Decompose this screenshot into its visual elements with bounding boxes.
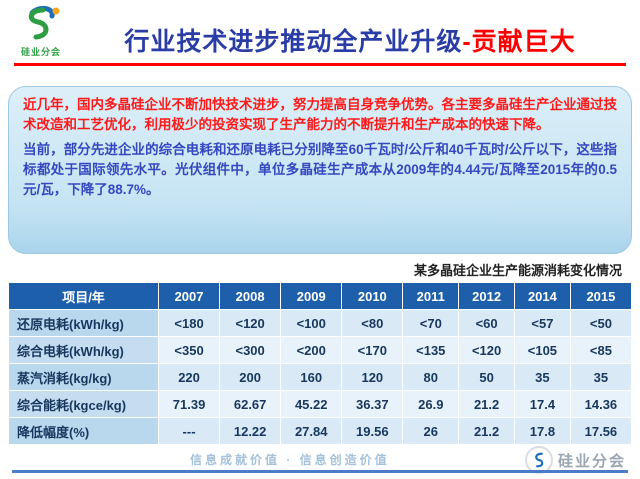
paragraph-energy-cost: 当前，部分先进企业的综合电耗和还原电耗已分别降至60千瓦时/公斤和40千瓦时/公…	[23, 142, 617, 197]
table-cell: 21.2	[458, 390, 515, 418]
table-cell: 12.22	[219, 417, 282, 445]
table-cell: <100	[280, 309, 343, 337]
table-cell: <105	[514, 336, 571, 364]
table-cell: 26.9	[402, 390, 460, 418]
table-cell: <300	[219, 336, 282, 364]
footer-logo: 硅业分会	[524, 446, 626, 474]
table-cell: <120	[219, 309, 282, 337]
table-header-cell: 2008	[219, 282, 282, 310]
table-cell: 45.22	[280, 390, 343, 418]
title-main: 行业技术进步推动全产业升级	[124, 28, 463, 56]
table-cell: 36.37	[341, 390, 404, 418]
table-header-cell: 2007	[157, 282, 221, 310]
table-cell: 17.8	[514, 417, 571, 445]
association-logo: 硅业分会	[10, 4, 72, 58]
table-cell: <50	[569, 309, 633, 337]
table-cell: <70	[402, 309, 460, 337]
logo-text: 硅业分会	[20, 47, 61, 57]
table-cell: 35	[514, 363, 571, 391]
table-cell: 27.84	[280, 417, 343, 445]
footer-logo-text: 硅业分会	[557, 452, 626, 470]
logo-s-swirl-icon	[28, 6, 60, 40]
table-cell: 62.67	[219, 390, 282, 418]
table-cell: <60	[458, 309, 515, 337]
row-label: 蒸汽消耗(kg/kg)	[8, 363, 159, 391]
table-cell: <170	[341, 336, 404, 364]
row-label: 综合能耗(kgce/kg)	[8, 390, 159, 418]
table-header-cell: 2014	[514, 282, 571, 310]
table-header-cell: 2012	[458, 282, 515, 310]
table-cell: 80	[402, 363, 460, 391]
table-cell: 26	[402, 417, 460, 445]
table-cell: 14.36	[569, 390, 633, 418]
table-cell: <80	[341, 309, 404, 337]
title-accent: -贡献巨大	[462, 28, 576, 56]
table-header-cell: 2015	[569, 282, 633, 310]
title-underline	[14, 63, 626, 66]
content-panel: 近几年，国内多晶硅企业不断加快技术进步，努力提高自身竞争优势。各主要多晶硅生产企…	[8, 86, 632, 254]
table-header-cell: 2011	[402, 282, 460, 310]
table-cell: ---	[157, 417, 221, 445]
table-cell: 120	[341, 363, 404, 391]
table-cell: <200	[280, 336, 343, 364]
table-cell: 35	[569, 363, 633, 391]
row-label: 综合电耗(kWh/kg)	[8, 336, 159, 364]
row-label: 降低幅度(%)	[8, 417, 159, 445]
table-header-cell: 2009	[280, 282, 343, 310]
table-header-cell: 项目/年	[8, 282, 159, 310]
table-cell: 17.56	[569, 417, 633, 445]
footer-divider-line	[12, 470, 628, 473]
table-cell: <85	[569, 336, 633, 364]
table-header-row: 项目/年 2007 2008 2009 2010 2011 2012 2014 …	[8, 282, 633, 310]
paragraph-technology-progress: 近几年，国内多晶硅企业不断加快技术进步，努力提高自身竞争优势。各主要多晶硅生产企…	[23, 97, 617, 132]
footer-logo-circle	[524, 446, 553, 474]
table-cell: 21.2	[458, 417, 515, 445]
table-cell: <135	[402, 336, 460, 364]
table-row: 综合电耗(kWh/kg) <350 <300 <200 <170 <135 <1…	[8, 336, 633, 364]
footer-logo-s-swirl-icon	[535, 452, 544, 468]
table-row: 蒸汽消耗(kg/kg) 220 200 160 120 80 50 35 35	[8, 363, 633, 391]
table-cell: 17.4	[514, 390, 571, 418]
table-cell: <180	[157, 309, 221, 337]
table-cell: 71.39	[157, 390, 221, 418]
table-cell: <57	[514, 309, 571, 337]
table-cell: 50	[458, 363, 515, 391]
table-caption: 某多晶硅企业生产能源消耗变化情况	[413, 263, 622, 278]
footer-watermark: 信息成就价值 · 信息创造价值	[190, 453, 390, 467]
table-header-cell: 2010	[341, 282, 404, 310]
row-label: 还原电耗(kWh/kg)	[8, 309, 159, 337]
table-row: 还原电耗(kWh/kg) <180 <120 <100 <80 <70 <60 …	[8, 309, 633, 337]
table-row: 降低幅度(%) --- 12.22 27.84 19.56 26 21.2 17…	[8, 417, 633, 445]
energy-consumption-table: 项目/年 2007 2008 2009 2010 2011 2012 2014 …	[8, 282, 633, 445]
page-title: 行业技术进步推动全产业升级-贡献巨大	[70, 22, 630, 58]
table-cell: <350	[157, 336, 221, 364]
table-row: 综合能耗(kgce/kg) 71.39 62.67 45.22 36.37 26…	[8, 390, 633, 418]
table-cell: 220	[157, 363, 221, 391]
table-cell: <120	[458, 336, 515, 364]
table-cell: 19.56	[341, 417, 404, 445]
table-cell: 160	[280, 363, 343, 391]
table-cell: 200	[219, 363, 282, 391]
